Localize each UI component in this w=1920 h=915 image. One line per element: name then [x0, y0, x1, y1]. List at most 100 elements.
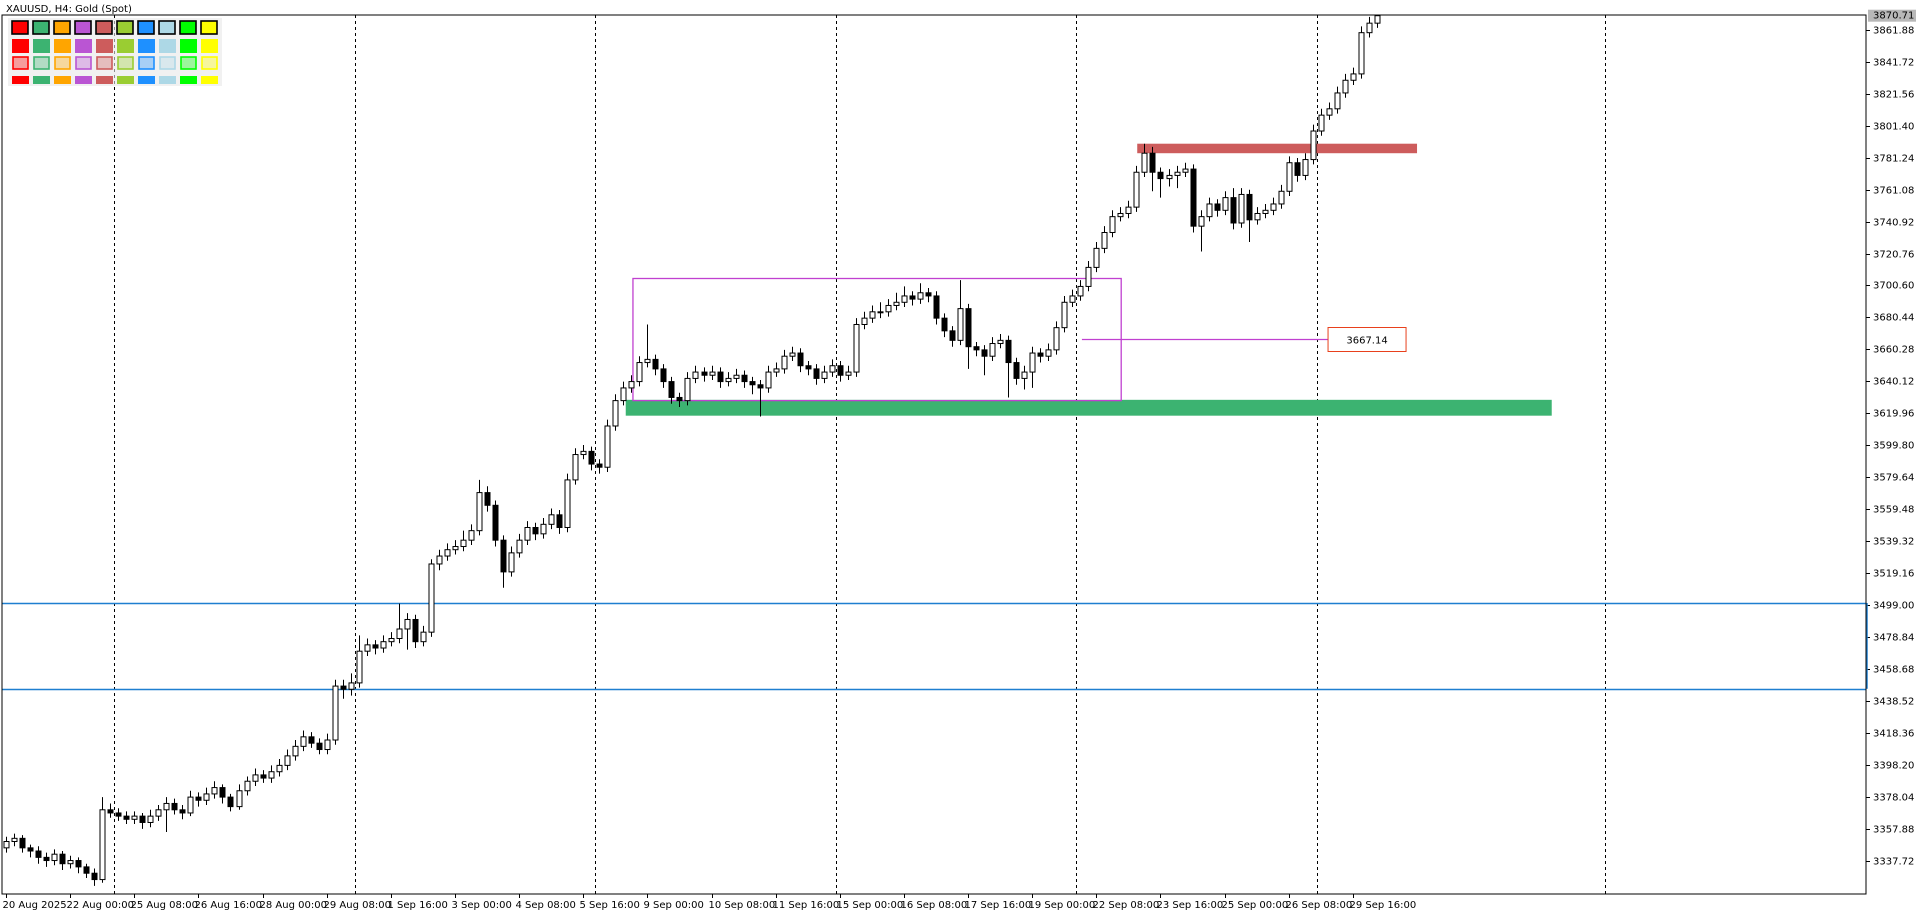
color-swatch[interactable]: [116, 20, 134, 35]
color-swatch[interactable]: [158, 20, 176, 35]
candle-body: [660, 368, 667, 383]
color-swatch[interactable]: [138, 56, 155, 70]
color-swatch[interactable]: [96, 76, 113, 84]
y-tick-label: 3680.44: [1873, 313, 1914, 324]
candle-body: [284, 755, 291, 766]
candle-body: [236, 790, 243, 808]
color-swatch[interactable]: [201, 76, 218, 84]
candle-body: [51, 853, 58, 862]
color-swatch[interactable]: [180, 56, 197, 70]
color-swatch[interactable]: [201, 56, 218, 70]
candle-body: [1077, 285, 1084, 297]
price-label: 3667.14: [1346, 336, 1387, 347]
color-swatch[interactable]: [117, 39, 134, 53]
color-swatch[interactable]: [74, 20, 92, 35]
color-swatch[interactable]: [75, 39, 92, 53]
candle-body: [139, 815, 146, 823]
color-swatch[interactable]: [159, 56, 176, 70]
color-palette[interactable]: [8, 18, 222, 86]
candle-body: [548, 514, 555, 525]
candle-body: [276, 764, 283, 773]
candle-body: [420, 631, 427, 643]
color-swatch[interactable]: [53, 20, 71, 35]
color-swatch[interactable]: [54, 39, 71, 53]
candle-body: [965, 308, 972, 348]
color-swatch[interactable]: [159, 76, 176, 84]
candle-body: [131, 815, 138, 820]
candle-body: [1166, 174, 1173, 180]
candle-body: [1334, 92, 1341, 110]
color-swatch[interactable]: [180, 39, 197, 53]
candle-body: [187, 796, 194, 814]
color-swatch[interactable]: [75, 76, 92, 84]
candle-body: [316, 742, 323, 751]
candle-body: [604, 425, 611, 468]
candle-body: [43, 856, 50, 862]
color-swatch[interactable]: [117, 76, 134, 84]
candle-body: [813, 368, 820, 379]
candle-body: [901, 295, 908, 303]
candle-body: [436, 555, 443, 565]
candle-body: [83, 866, 90, 874]
color-swatch[interactable]: [33, 76, 50, 84]
candle-body: [516, 539, 523, 554]
color-swatch[interactable]: [137, 20, 155, 35]
candle-body: [684, 377, 691, 402]
color-swatch[interactable]: [96, 39, 113, 53]
color-swatch[interactable]: [75, 56, 92, 70]
candle-body: [853, 323, 860, 373]
candle-body: [227, 796, 234, 808]
candle-body: [1085, 266, 1092, 287]
candle-body: [877, 311, 884, 314]
color-swatch[interactable]: [159, 39, 176, 53]
y-tick-label: 3660.28: [1873, 345, 1914, 356]
x-tick-label: 29 Sep 16:00: [1350, 900, 1417, 911]
color-swatch[interactable]: [95, 20, 113, 35]
current-price-box: [1868, 9, 1916, 22]
color-swatch[interactable]: [200, 20, 218, 35]
y-tick-label: 3801.40: [1873, 122, 1914, 133]
candle-body: [155, 809, 162, 817]
color-swatch[interactable]: [117, 56, 134, 70]
price-zone: [625, 399, 1552, 416]
color-swatch[interactable]: [96, 56, 113, 70]
color-swatch[interactable]: [138, 76, 155, 84]
candle-body: [949, 330, 956, 341]
candle-body: [1206, 203, 1213, 218]
candle-body: [540, 523, 547, 535]
candle-body: [244, 780, 251, 792]
color-swatch[interactable]: [54, 76, 71, 84]
color-swatch[interactable]: [54, 56, 71, 70]
color-swatch[interactable]: [33, 56, 50, 70]
color-swatch[interactable]: [33, 39, 50, 53]
y-tick-label: 3700.60: [1873, 281, 1914, 292]
color-swatch[interactable]: [32, 20, 50, 35]
candle-body: [468, 530, 475, 541]
color-swatch[interactable]: [12, 56, 29, 70]
color-swatch[interactable]: [12, 39, 29, 53]
color-swatch[interactable]: [12, 76, 29, 84]
candle-body: [444, 549, 451, 557]
candle-body: [123, 815, 130, 820]
candle-body: [989, 343, 996, 357]
candle-body: [1190, 168, 1197, 227]
color-swatch[interactable]: [11, 20, 29, 35]
candle-body: [612, 400, 619, 427]
color-swatch[interactable]: [179, 20, 197, 35]
color-swatch[interactable]: [201, 39, 218, 53]
candle-body: [1045, 349, 1052, 357]
y-tick-label: 3821.56: [1873, 90, 1914, 101]
candle-body: [412, 618, 419, 643]
candle-body: [676, 396, 683, 402]
color-swatch[interactable]: [180, 76, 197, 84]
x-tick-label: 4 Sep 08:00: [516, 900, 576, 911]
y-tick-label: 3337.72: [1873, 857, 1914, 868]
candle-body: [380, 641, 387, 649]
candle-body: [292, 745, 299, 757]
candle-body: [356, 650, 363, 684]
y-tick-label: 3740.92: [1873, 218, 1914, 229]
candle-body: [300, 736, 307, 747]
color-swatch[interactable]: [138, 39, 155, 53]
candle-body: [524, 526, 531, 541]
